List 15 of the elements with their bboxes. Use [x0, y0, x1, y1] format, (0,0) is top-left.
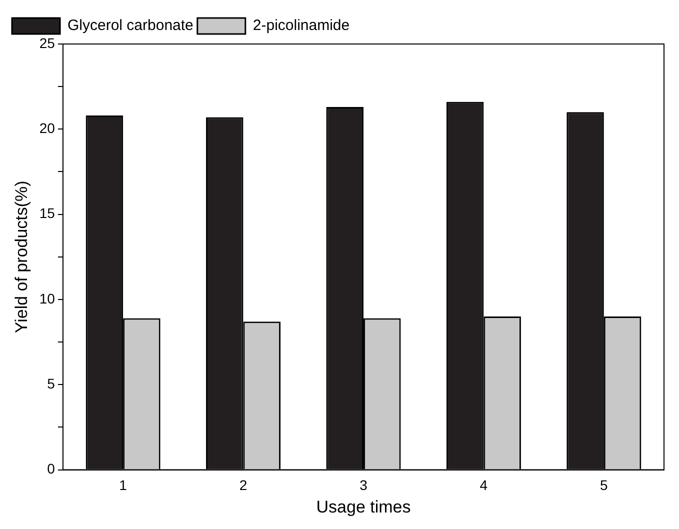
y-tick-label: 5 [47, 376, 56, 392]
x-tick-label: 2 [239, 477, 248, 494]
y-tick-label: 10 [39, 290, 56, 306]
x-tick-label: 1 [119, 477, 128, 494]
x-tick-label: 3 [360, 477, 368, 494]
x-tick-label: 5 [600, 477, 608, 494]
x-axis-title: Usage times [316, 497, 411, 516]
y-tick-label: 15 [39, 205, 56, 222]
y-axis-title: Yield of products(%) [12, 180, 31, 334]
y-tick-label: 0 [47, 460, 56, 477]
y-tick-label: 20 [39, 120, 56, 136]
legend-label: Glycerol carbonate [68, 17, 194, 34]
legend-label: 2-picolinamide [252, 17, 350, 34]
y-tick-label: 25 [39, 34, 56, 51]
x-tick-label: 4 [480, 477, 488, 494]
